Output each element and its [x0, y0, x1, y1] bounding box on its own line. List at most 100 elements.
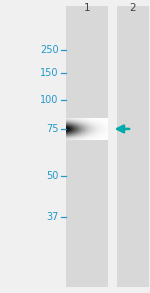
Bar [93, 127, 94, 128]
Bar [74, 137, 75, 138]
Bar [71, 123, 72, 124]
Bar [69, 133, 70, 134]
Bar [75, 118, 76, 119]
Bar [101, 130, 102, 131]
Bar [72, 120, 73, 121]
Bar [103, 133, 104, 134]
Bar [94, 128, 95, 129]
Bar [72, 131, 73, 132]
Bar [77, 122, 78, 123]
Text: 37: 37 [46, 212, 59, 222]
Bar [86, 126, 87, 127]
Bar [105, 129, 106, 130]
Bar [81, 130, 82, 131]
Bar [96, 120, 97, 121]
Bar [76, 132, 77, 133]
Bar [100, 120, 101, 121]
Bar [102, 139, 103, 140]
Bar [103, 122, 104, 123]
Bar [89, 132, 90, 133]
Bar [86, 130, 87, 131]
Bar [90, 122, 92, 123]
Bar [84, 133, 85, 134]
Bar [98, 126, 99, 127]
Bar [79, 130, 80, 131]
Bar [100, 126, 101, 127]
Bar [96, 131, 97, 132]
Bar [85, 129, 86, 130]
Bar [71, 136, 72, 137]
Bar [92, 128, 93, 129]
Bar [66, 136, 67, 137]
Bar [105, 119, 106, 120]
Bar [95, 122, 96, 123]
Bar [105, 131, 106, 132]
Bar [79, 136, 80, 137]
Bar [84, 135, 85, 136]
Bar [69, 128, 70, 129]
Bar [74, 130, 75, 131]
Bar [67, 119, 68, 120]
Bar [73, 137, 74, 138]
Bar [71, 135, 72, 136]
Bar [90, 137, 92, 138]
Bar [66, 122, 67, 123]
Bar [86, 125, 87, 126]
Bar [76, 120, 77, 121]
Bar [86, 125, 87, 126]
Bar [99, 127, 100, 128]
Bar [90, 139, 92, 140]
Bar [93, 123, 94, 124]
Bar [69, 127, 70, 128]
Bar [69, 133, 70, 134]
Bar [72, 123, 73, 124]
Bar [75, 119, 76, 120]
Bar [89, 131, 90, 132]
Bar [101, 122, 102, 123]
Bar [107, 132, 108, 133]
Bar [69, 128, 70, 129]
Bar [106, 139, 107, 140]
Bar [69, 118, 70, 119]
Bar [86, 127, 87, 128]
Bar [85, 131, 86, 132]
Bar [90, 133, 91, 134]
Bar [86, 128, 87, 129]
Bar [76, 134, 77, 135]
Bar [101, 125, 102, 126]
Bar [100, 123, 101, 124]
Bar [87, 128, 88, 129]
Bar [78, 132, 79, 133]
Bar [74, 124, 75, 125]
Bar [69, 120, 70, 121]
Bar [88, 135, 89, 136]
Bar [66, 126, 67, 127]
Bar [88, 126, 89, 127]
Bar [86, 134, 87, 135]
Bar [82, 118, 83, 119]
Bar [98, 118, 99, 119]
Bar [96, 122, 97, 123]
Bar [100, 127, 101, 128]
Bar [66, 124, 67, 125]
Bar [68, 127, 69, 128]
Bar [97, 121, 98, 122]
Bar [69, 124, 70, 125]
Bar [89, 126, 90, 127]
Bar [73, 124, 74, 125]
Bar [104, 126, 105, 127]
Bar [69, 122, 70, 123]
Bar [101, 131, 102, 132]
Bar [92, 133, 93, 134]
Bar [90, 132, 92, 133]
Bar [69, 131, 70, 132]
Bar [79, 124, 80, 125]
Bar [107, 120, 108, 121]
Bar [95, 136, 96, 137]
Bar [107, 139, 108, 140]
Bar [98, 120, 99, 121]
Bar [102, 121, 103, 122]
Bar [85, 127, 86, 128]
Bar [74, 126, 75, 127]
Bar [88, 128, 89, 129]
